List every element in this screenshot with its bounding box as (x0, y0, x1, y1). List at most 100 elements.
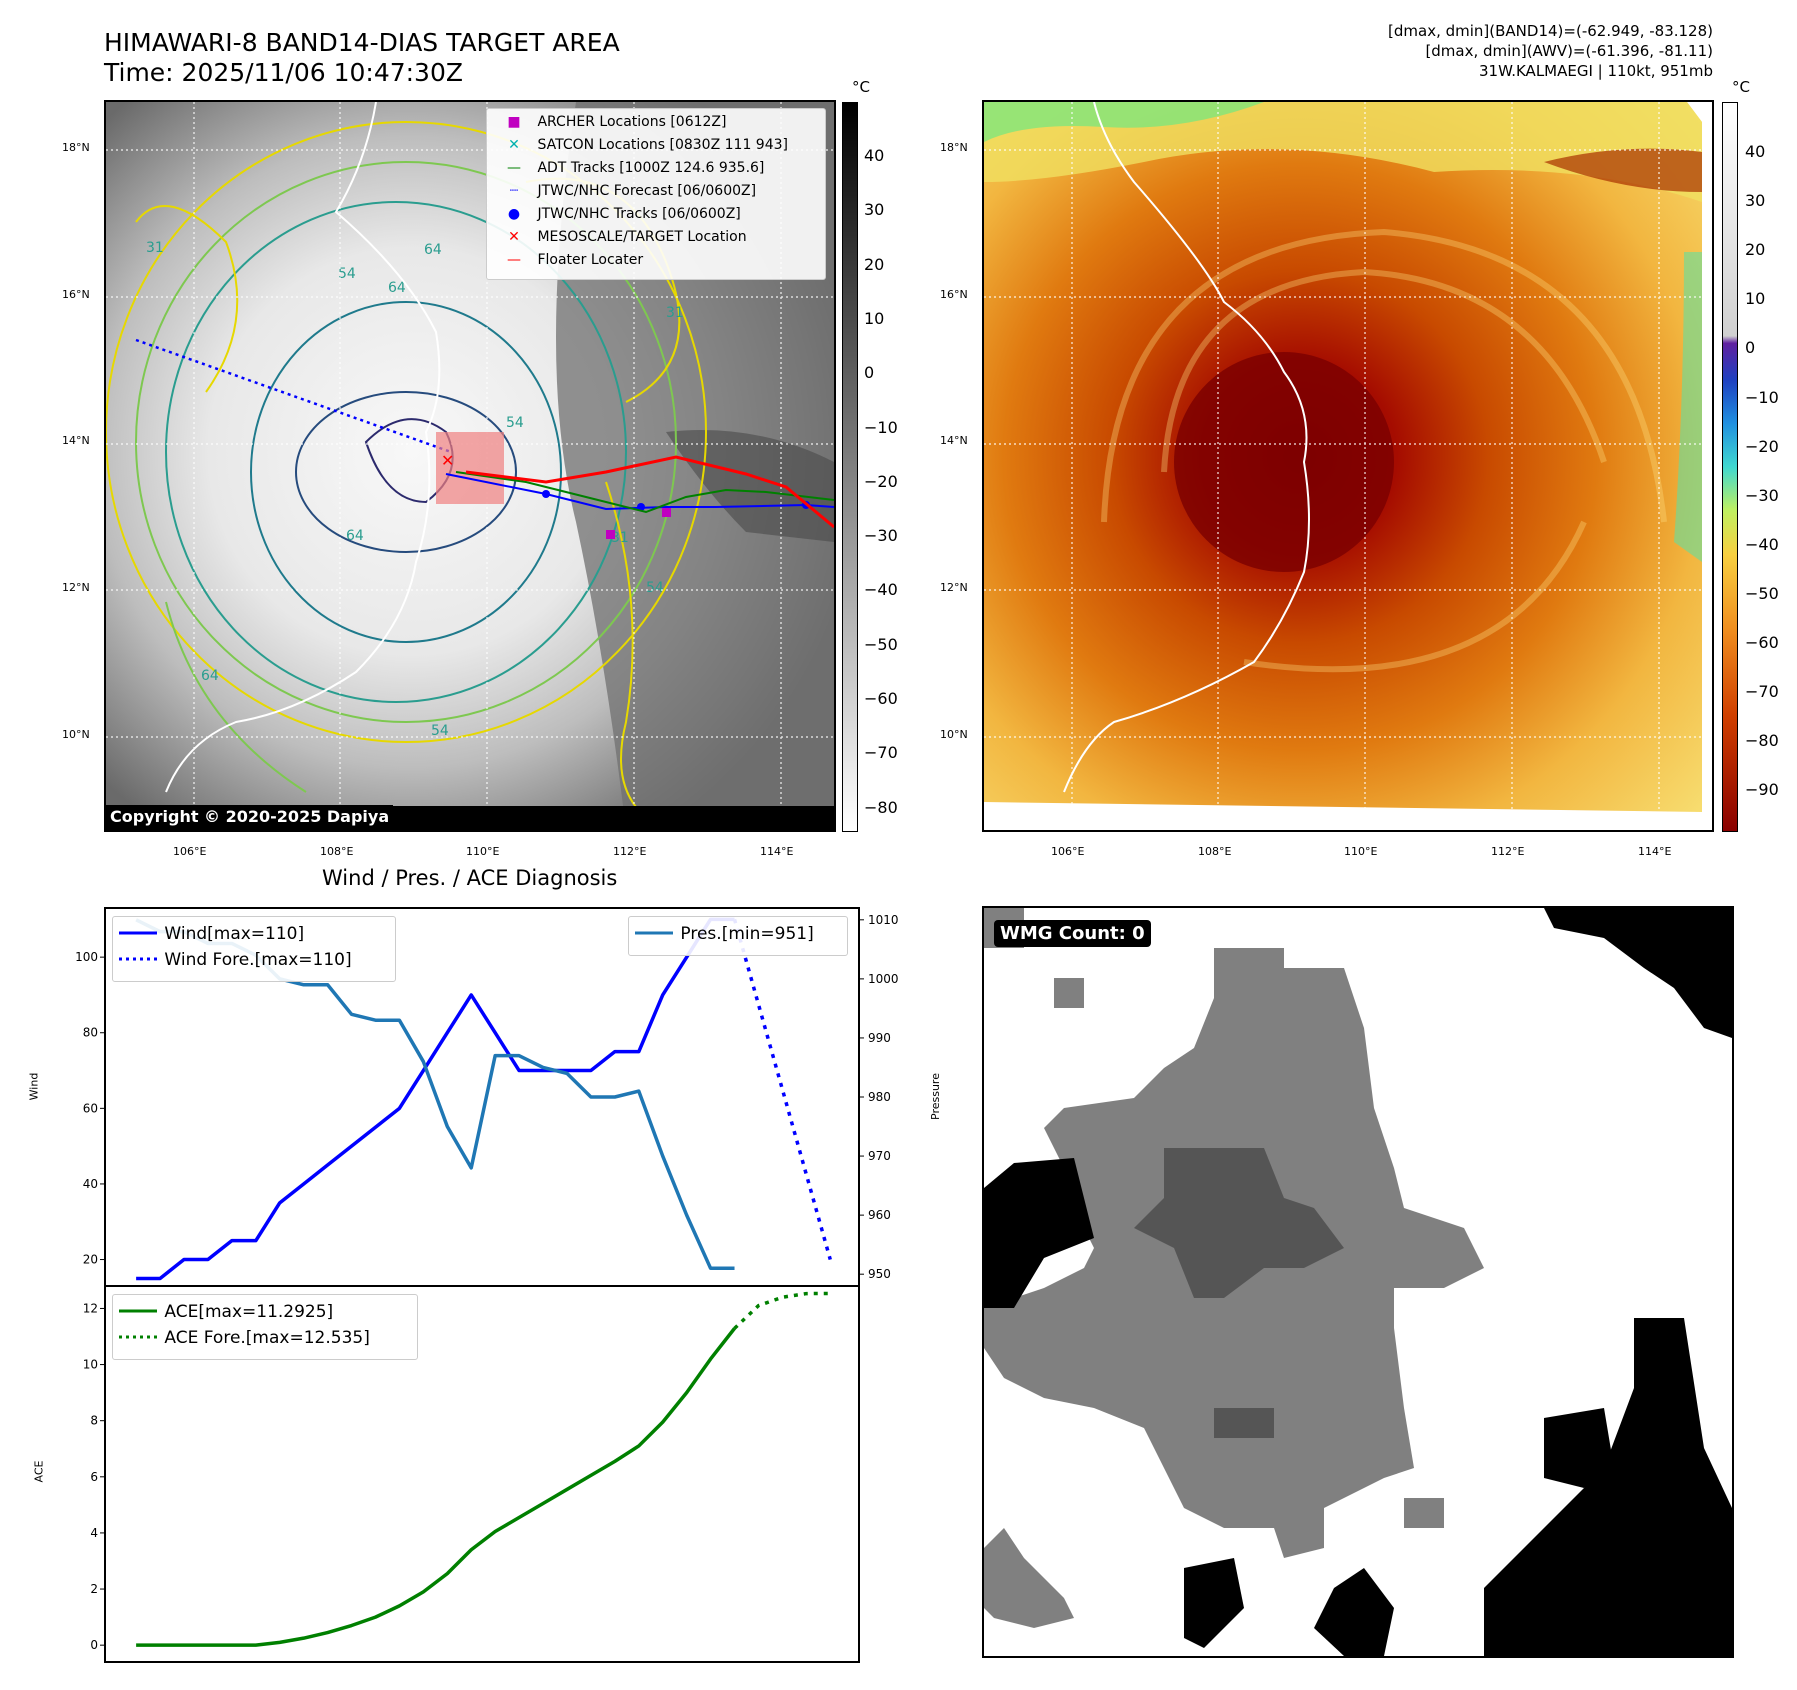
awv-lon-label-110e: 110°E (1344, 845, 1378, 858)
gray-colorbar-tick: −20 (864, 471, 898, 491)
ace-axes (104, 1285, 860, 1663)
gray-colorbar-tick: 30 (864, 200, 885, 220)
contour-label: 31 (611, 530, 629, 546)
gray-colorbar-tick: −60 (864, 689, 898, 708)
awv-colorbar-tick: 20 (1745, 240, 1766, 260)
gray-colorbar-tick: 40 (864, 146, 885, 165)
ace-tick-label: 6 (90, 1470, 98, 1484)
gray-colorbar-tick: −70 (864, 743, 898, 763)
pressure-axis-label: Pressure (928, 1073, 942, 1120)
awv-colorbar (1722, 102, 1738, 832)
gray-colorbar-tick: −50 (864, 634, 898, 654)
lat-label-14n: 14°N (62, 434, 90, 447)
ace-forecast-line (733, 1291, 831, 1330)
pressure-legend: Pres.[min=951] (628, 916, 848, 956)
contour-label: 54 (506, 415, 524, 431)
copyright-label: Copyright © 2020-2025 Dapiya (106, 805, 394, 828)
diagnosis-title: Wind / Pres. / ACE Diagnosis (322, 866, 618, 890)
contour-label: 31 (666, 305, 684, 321)
legend-item-jtwc-tracks: ● JTWC/NHC Tracks [06/0600Z] (495, 203, 741, 226)
target-area-box (436, 432, 504, 504)
green-dry-region (984, 102, 1264, 142)
pres-legend-line-icon (635, 931, 673, 935)
awv-colorbar-tick: 40 (1745, 142, 1766, 161)
contour-label: 64 (424, 242, 442, 258)
ace-tick-label: 8 (90, 1414, 98, 1428)
legend-item-wind-fore: Wind Fore.[max=110] (119, 949, 352, 972)
awv-lon-label-106e: 106°E (1051, 845, 1085, 858)
diagnosis-chart-svg: 1008060402010101000990980970960950121086… (75, 907, 899, 1663)
awv-lon-label-112e: 112°E (1491, 845, 1525, 858)
gray-colorbar-tick: 20 (864, 254, 885, 274)
wind-tick-label: 20 (83, 1253, 98, 1267)
pressure-tick-label: 990 (868, 1031, 891, 1045)
contour-label: 64 (201, 668, 219, 684)
awv-lat-label-10n: 10°N (940, 728, 968, 741)
storm-info-text: 31W.KALMAEGI | 110kt, 951mb (1479, 62, 1713, 80)
wmg-count-badge: WMG Count: 0 (994, 920, 1151, 947)
lon-label-112e: 112°E (613, 845, 647, 858)
awv-colorbar-tick: 30 (1745, 191, 1766, 211)
legend-item-archer: ■ ARCHER Locations [0612Z] (495, 111, 726, 134)
satcon-legend-icon: ✕ (508, 137, 520, 153)
legend-item-ace-fore: ACE Fore.[max=12.535] (119, 1327, 370, 1350)
figure-title-line1: HIMAWARI-8 BAND14-DIAS TARGET AREA (104, 28, 620, 57)
dmax-band14-text: [dmax, dmin](BAND14)=(-62.949, -83.128) (1388, 22, 1713, 40)
wmg-dark-core (1134, 1148, 1344, 1298)
pressure-tick-label: 1000 (868, 972, 899, 986)
wmg-black-left (984, 1158, 1094, 1308)
dmax-awv-text: [dmax, dmin](AWV)=(-61.396, -81.11) (1425, 42, 1713, 60)
awv-colorbar-tick: −90 (1745, 780, 1779, 800)
awv-lat-label-16n: 16°N (940, 288, 968, 301)
awv-coastline (1063, 102, 1310, 793)
awv-colorbar-tick: −80 (1745, 731, 1779, 751)
ace-tick-label: 4 (90, 1526, 98, 1540)
figure-title-line2: Time: 2025/11/06 10:47:30Z (104, 58, 463, 87)
diagnosis-chart-layer: 1008060402010101000990980970960950121086… (75, 907, 899, 1663)
gray-colorbar-tick: −10 (864, 417, 898, 437)
ace-tick-label: 2 (90, 1582, 98, 1596)
awv-colorbar-tick: −20 (1745, 436, 1779, 456)
ace-legend-line-icon (119, 1309, 157, 1313)
gray-colorbar-tick: 0 (864, 363, 875, 383)
pressure-tick-label: 980 (868, 1090, 891, 1104)
awv-lat-label-12n: 12°N (940, 581, 968, 594)
jtwc-forecast-legend-icon: ┈ (509, 183, 519, 199)
pressure-tick-label: 960 (868, 1208, 891, 1222)
contour-54-ring (135, 161, 677, 723)
ace-series-line (136, 1327, 736, 1647)
adt-legend-icon: — (507, 160, 521, 176)
lat-label-18n: 18°N (62, 141, 90, 154)
adt-track (455, 471, 834, 514)
awv-colorbar-tick: 10 (1745, 289, 1766, 309)
awv-colorbar-tick: −30 (1745, 485, 1779, 505)
floater-locater-track (465, 455, 834, 529)
ace-fore-legend-line-icon (119, 1335, 157, 1339)
awv-core (1174, 352, 1394, 572)
gray-colorbar-tick: 10 (864, 308, 885, 328)
gray-colorbar-tick: −80 (864, 797, 898, 817)
floater-legend-icon: — (507, 252, 521, 268)
band14-map-panel: 64 64 54 31 54 64 31 54 64 54 31 (104, 100, 836, 832)
awv-colorbar-unit: °C (1732, 78, 1750, 96)
coastline (165, 102, 441, 793)
lon-label-106e: 106°E (173, 845, 207, 858)
contour-label: 64 (346, 528, 364, 544)
awv-map-panel (982, 100, 1714, 832)
legend-item-mesoscale: ✕ MESOSCALE/TARGET Location (495, 226, 746, 249)
gray-colorbar-tick: −40 (864, 580, 898, 600)
contour-label: 31 (146, 240, 164, 256)
pressure-tick-label: 970 (868, 1149, 891, 1163)
wind-tick-label: 100 (75, 950, 98, 964)
wind-legend-line-icon (119, 931, 157, 935)
awv-colorbar-tick: 0 (1745, 338, 1756, 358)
wmg-black-bottomright (1484, 1318, 1732, 1656)
wind-legend: Wind[max=110] Wind Fore.[max=110] (112, 916, 396, 982)
ace-tick-label: 0 (90, 1638, 98, 1652)
contour-label: 54 (431, 723, 449, 739)
contour-64-ring (165, 201, 627, 703)
archer-location-marker (606, 530, 615, 539)
awv-map-svg (984, 102, 1712, 830)
lat-label-10n: 10°N (62, 728, 90, 741)
awv-colorbar-tick: −40 (1745, 534, 1779, 554)
